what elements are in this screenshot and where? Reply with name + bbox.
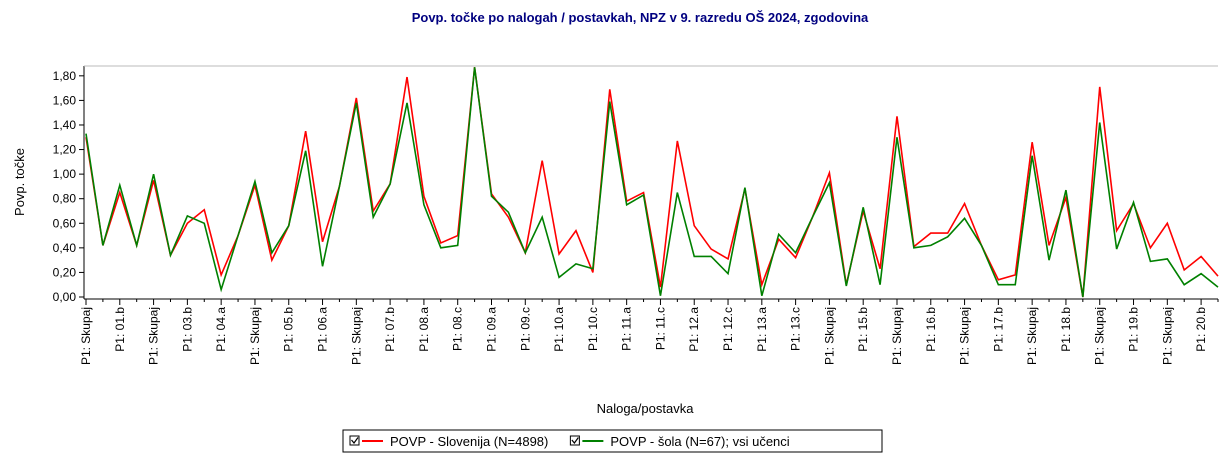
line-series: [85, 67, 1219, 298]
y-tick-label: 0,20: [53, 265, 77, 279]
x-tick-label: P1: 11.a: [620, 307, 634, 351]
y-tick-label: 1,00: [53, 167, 77, 181]
x-tick-label: P1: 01.b: [113, 307, 127, 352]
y-tick-label: 1,20: [53, 143, 77, 157]
x-tick-label: P1: 12.c: [721, 307, 735, 351]
y-tick-label: 1,80: [53, 69, 77, 83]
x-tick-label: P1: 07.b: [383, 307, 397, 352]
x-tick-label: P1: 19.b: [1127, 307, 1141, 352]
y-axis-label: Povp. točke: [12, 148, 27, 216]
x-tick-label: P1: 13.c: [789, 307, 803, 351]
x-tick-label: P1: Skupaj: [147, 307, 161, 365]
x-tick-label: P1: 16.b: [924, 307, 938, 352]
x-tick-label: P1: 08.a: [417, 307, 431, 352]
legend-box: [342, 429, 883, 453]
x-tick-label: P1: Skupaj: [822, 307, 836, 365]
x-tick-label: P1: 15.b: [856, 307, 870, 352]
x-tick-label: P1: Skupaj: [1025, 307, 1039, 365]
legend-check: [571, 437, 579, 444]
y-tick-label: 0,40: [53, 241, 77, 255]
x-tick-label: P1: 13.a: [755, 307, 769, 352]
y-tick-label: 0,80: [53, 192, 77, 206]
x-tick-label: P1: 08.c: [451, 307, 465, 351]
x-tick-label: P1: Skupaj: [349, 307, 363, 365]
x-tick-label: P1: Skupaj: [890, 307, 904, 365]
x-tick-label: P1: 09.c: [518, 307, 532, 351]
x-axis-label: Naloga/postavka: [597, 401, 695, 416]
x-tick-label: P1: 11.c: [653, 307, 667, 350]
x-tick-label: P1: 10.a: [552, 307, 566, 352]
x-tick-label: P1: 09.a: [484, 307, 498, 352]
line-series: [85, 67, 1219, 298]
legend-check: [351, 437, 359, 444]
x-tick-label: P1: Skupaj: [958, 307, 972, 365]
legend-label: POVP - Slovenija (N=4898): [390, 434, 548, 449]
chart-title: Povp. točke po nalogah / postavkah, NPZ …: [412, 10, 869, 25]
x-tick-label: P1: 05.b: [282, 307, 296, 352]
x-tick-label: P1: 04.a: [214, 307, 228, 352]
y-tick-label: 1,60: [53, 93, 77, 107]
x-tick-label: P1: 12.a: [687, 307, 701, 352]
x-tick-label: P1: 10.c: [586, 307, 600, 351]
x-tick-label: P1: 18.b: [1059, 307, 1073, 352]
x-tick-label: P1: 17.b: [991, 307, 1005, 352]
x-tick-label: P1: 03.b: [180, 307, 194, 352]
legend-checkbox: [569, 435, 580, 446]
x-tick-label: P1: Skupaj: [1093, 307, 1107, 365]
x-tick-label: P1: Skupaj: [248, 307, 262, 365]
legend-label: POVP - šola (N=67); vsi učenci: [610, 434, 789, 449]
legend-checkbox: [349, 435, 360, 446]
y-tick-label: 1,40: [53, 118, 77, 132]
y-tick-label: 0,60: [53, 216, 77, 230]
x-tick-label: P1: 20.b: [1194, 307, 1208, 352]
x-tick-label: P1: Skupaj: [79, 307, 93, 365]
y-tick-label: 0,00: [53, 290, 77, 304]
x-tick-label: P1: 06.a: [316, 307, 330, 352]
x-tick-label: P1: Skupaj: [1160, 307, 1174, 365]
